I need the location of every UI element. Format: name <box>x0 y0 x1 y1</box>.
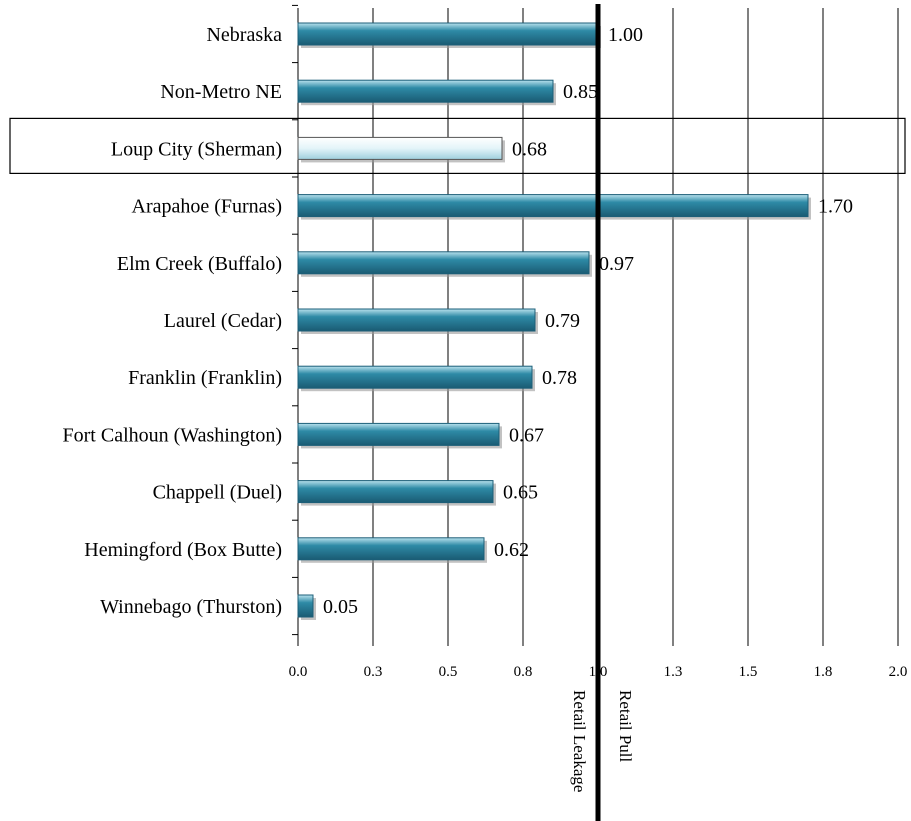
bar-highlighted <box>297 136 503 160</box>
bar <box>297 537 485 561</box>
value-label: 0.62 <box>494 539 529 561</box>
x-tick-label: 0.5 <box>439 664 458 680</box>
value-label: 1.70 <box>818 196 853 218</box>
category-label: Fort Calhoun (Washington) <box>63 424 282 446</box>
category-label: Nebraska <box>206 24 282 46</box>
value-label: 0.67 <box>509 424 544 446</box>
value-label: 0.68 <box>512 138 547 160</box>
x-tick-label: 1.5 <box>739 664 758 680</box>
category-label: Winnebago (Thurston) <box>100 596 282 618</box>
category-label: Hemingford (Box Butte) <box>84 539 282 561</box>
x-tick-label: 0.0 <box>289 664 308 680</box>
category-label: Elm Creek (Buffalo) <box>117 253 282 275</box>
category-label: Non-Metro NE <box>160 81 282 103</box>
value-label: 0.65 <box>503 482 538 504</box>
x-tick-label: 0.8 <box>514 664 533 680</box>
x-tick-label: 0.3 <box>364 664 383 680</box>
bar <box>297 365 533 389</box>
category-label: Loup City (Sherman) <box>111 138 282 160</box>
value-label: 0.78 <box>542 367 577 389</box>
value-label: 1.00 <box>608 24 643 46</box>
bar <box>297 480 494 504</box>
value-label: 0.97 <box>599 253 634 275</box>
x-tick-label: 1.8 <box>814 664 833 680</box>
value-label: 0.79 <box>545 310 580 332</box>
bar <box>297 22 599 46</box>
category-label: Arapahoe (Furnas) <box>132 196 283 218</box>
value-label: 0.05 <box>323 596 358 618</box>
retail-pull-label: Retail Pull <box>616 690 635 763</box>
category-label: Chappell (Duel) <box>153 482 282 504</box>
bar <box>297 308 536 332</box>
retail-leakage-label: Retail Leakage <box>570 690 589 792</box>
category-label: Franklin (Franklin) <box>128 367 282 389</box>
bar <box>297 194 809 218</box>
bar <box>297 251 590 275</box>
x-tick-label: 1.3 <box>664 664 683 680</box>
bar <box>297 594 314 618</box>
value-label: 0.85 <box>563 81 598 103</box>
category-label: Laurel (Cedar) <box>164 310 282 332</box>
bar <box>297 79 554 103</box>
x-tick-label: 2.0 <box>889 664 908 680</box>
bar <box>297 422 500 446</box>
